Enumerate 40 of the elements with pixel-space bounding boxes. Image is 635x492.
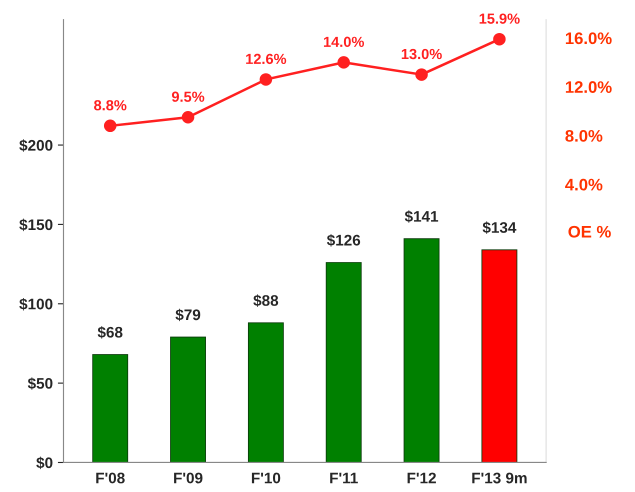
point <box>182 111 194 124</box>
point <box>260 73 272 86</box>
y2-axis-title: OE % <box>568 226 611 238</box>
point <box>104 120 116 132</box>
bar <box>92 354 128 462</box>
y2-tick-label: 12.0% <box>566 81 612 93</box>
data-label: 14.0% <box>324 36 364 47</box>
x-tick-label: F'08 <box>96 472 125 484</box>
point <box>337 56 350 69</box>
bar <box>404 238 440 462</box>
x-tick-label: F'13 9m <box>472 472 527 484</box>
point <box>415 68 428 81</box>
y-tick-label: $100 <box>19 298 52 310</box>
data-label: 12.6% <box>246 54 286 64</box>
y2-tick-label: 16.0% <box>566 32 612 44</box>
x-tick-label: F'11 <box>330 472 358 484</box>
data-label: $79 <box>176 308 200 322</box>
point <box>493 32 506 46</box>
x-tick-label: F'12 <box>408 472 436 484</box>
y2-tick-label: 8.0% <box>565 130 602 142</box>
data-label: $141 <box>404 210 438 223</box>
data-label: 8.8% <box>94 100 126 110</box>
y-tick-label: $150 <box>19 218 52 232</box>
bar <box>481 249 518 462</box>
y-tick-label: $200 <box>19 139 52 152</box>
y2-tick-label: 4.0% <box>565 178 602 191</box>
data-label: $134 <box>482 221 516 234</box>
data-label: 9.5% <box>172 92 204 102</box>
y-tick-label: $50 <box>28 377 52 390</box>
bar <box>170 336 206 462</box>
x-tick-label: F'09 <box>174 472 202 484</box>
bar <box>326 262 362 462</box>
data-label: 13.0% <box>402 48 442 60</box>
y-tick-label: $0 <box>36 456 52 470</box>
bar <box>248 322 284 462</box>
x-tick-label: F'10 <box>252 472 280 484</box>
data-label: $88 <box>253 294 278 307</box>
data-label: $126 <box>326 234 360 247</box>
data-label: $68 <box>98 326 122 339</box>
data-label: 15.9% <box>480 13 520 24</box>
